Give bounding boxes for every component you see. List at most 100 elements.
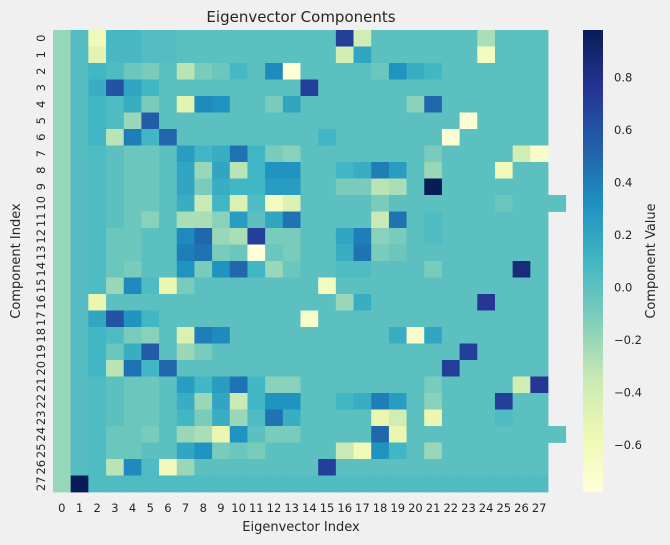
heatmap-cell-r15-c21	[424, 277, 443, 295]
heatmap-cell-r7-c24	[477, 145, 496, 163]
heatmap-cell-r11-c4	[123, 211, 142, 229]
heatmap-cell-r23-c21	[424, 409, 443, 427]
heatmap-cell-r13-c21	[424, 244, 443, 262]
heatmap-cell-r1-c3	[106, 46, 125, 64]
heatmap-cell-r18-c5	[141, 327, 160, 344]
heatmap-cell-r6-c27	[530, 129, 549, 146]
heatmap-cell-r7-c21	[424, 145, 443, 163]
heatmap-cell-r8-c11	[247, 162, 266, 179]
heatmap-cell-r21-c19	[388, 376, 407, 394]
heatmap-cell-r18-c2	[88, 327, 107, 344]
heatmap-cell-r11-c24	[477, 211, 496, 229]
heatmap-cell-r24-c13	[282, 426, 301, 443]
heatmap-cell-r15-c15	[318, 277, 337, 295]
heatmap-cell-r0-c12	[265, 30, 284, 47]
y-tick-label: 17	[34, 311, 48, 326]
heatmap-cell-r11-c26	[512, 211, 531, 229]
heatmap-cell-r7-c0	[53, 145, 72, 163]
heatmap-cell-r1-c16	[335, 46, 354, 64]
heatmap-cell-r16-c12	[265, 294, 284, 311]
heatmap-cell-r11-c19	[388, 211, 407, 229]
heatmap-cell-r24-c25	[494, 426, 514, 443]
heatmap-cell-r26-c20	[406, 459, 425, 476]
heatmap-cell-r1-c6	[159, 46, 178, 64]
heatmap-cell-r21-c26	[512, 376, 531, 394]
heatmap-cell-r0-c2	[88, 30, 107, 47]
heatmap-cell-r24-c20	[406, 426, 425, 443]
heatmap-cell-r9-c25	[494, 178, 514, 196]
heatmap-cell-r12-c19	[388, 228, 407, 245]
heatmap-cell-r6-c22	[441, 129, 461, 146]
heatmap-cell-r14-c15	[318, 261, 337, 278]
heatmap-cell-r20-c11	[247, 360, 266, 377]
heatmap-cell-r5-c6	[159, 112, 178, 130]
heatmap-cell-r6-c23	[459, 129, 478, 146]
heatmap-cell-r4-c10	[229, 96, 248, 113]
heatmap-cell-r5-c21	[424, 112, 443, 130]
heatmap-cell-r16-c10	[229, 294, 248, 311]
heatmap-cell-r7-c9	[212, 145, 231, 163]
heatmap-cell-r19-c4	[123, 343, 142, 361]
heatmap-cell-r0-c5	[141, 30, 160, 47]
heatmap-cell-r10-c19	[388, 195, 407, 212]
heatmap-cell-r17-c1	[70, 310, 89, 328]
heatmap-cell-r12-c1	[70, 228, 89, 245]
heatmap-cell-r19-c7	[176, 343, 195, 361]
heatmap-cell-r3-c1	[70, 79, 89, 97]
heatmap-cell-r26-c5	[141, 459, 160, 476]
heatmap-cell-r23-c0	[53, 409, 72, 427]
heatmap-cell-r4-c18	[371, 96, 390, 113]
heatmap-cell-r27-c4	[123, 475, 142, 493]
heatmap-cell-r7-c16	[335, 145, 354, 163]
heatmap-cell-r21-c4	[123, 376, 142, 394]
heatmap-cell-r17-c11	[247, 310, 266, 328]
heatmap-cell-r27-c20	[406, 475, 425, 493]
heatmap-cell-r24-c21	[424, 426, 443, 443]
heatmap-cell-r4-c0	[53, 96, 72, 113]
heatmap-cell-r5-c4	[123, 112, 142, 130]
heatmap-cell-r17-c9	[212, 310, 231, 328]
heatmap-cell-r27-c23	[459, 475, 478, 493]
heatmap-cell-r7-c27	[530, 145, 549, 163]
heatmap-cell-r22-c17	[353, 393, 372, 410]
heatmap-cell-r16-c9	[212, 294, 231, 311]
heatmap-cell-r1-c25	[494, 46, 514, 64]
heatmap-cell-r16-c23	[459, 294, 478, 311]
heatmap-cell-r23-c15	[318, 409, 337, 427]
heatmap-cell-r24-c14	[300, 426, 319, 443]
x-tick-label: 2	[94, 501, 101, 515]
heatmap-cell-r6-c10	[229, 129, 248, 146]
heatmap-cell-r7-c8	[194, 145, 213, 163]
heatmap-cell-r26-c12	[265, 459, 284, 476]
colorbar-label: Component Value	[644, 203, 659, 318]
heatmap-cell-r7-c7	[176, 145, 195, 163]
heatmap-cell-r12-c7	[176, 228, 195, 245]
heatmap-cell-r18-c1	[70, 327, 89, 344]
heatmap-cell-r1-c0	[53, 46, 72, 64]
y-tick-label: 21	[34, 377, 48, 392]
heatmap-cell-r24-c12	[265, 426, 284, 443]
heatmap-cell-r3-c2	[88, 79, 107, 97]
heatmap-cell-r14-c8	[194, 261, 213, 278]
heatmap-cell-r21-c24	[477, 376, 496, 394]
heatmap-cell-r16-c25	[494, 294, 514, 311]
heatmap-cell-r17-c15	[318, 310, 337, 328]
heatmap-cell-r10-c14	[300, 195, 319, 212]
y-tick-label: 1	[34, 51, 48, 58]
heatmap-cell-r14-c27	[530, 261, 549, 278]
heatmap-cell-r27-c9	[212, 475, 231, 493]
heatmap-cell-r18-c8	[194, 327, 213, 344]
heatmap-cell-r10-c12	[265, 195, 284, 212]
heatmap-cell-r4-c21	[424, 96, 443, 113]
heatmap-cell-r10-c0	[53, 195, 72, 212]
heatmap-cell-r6-c18	[371, 129, 390, 146]
heatmap-cell-r20-c0	[53, 360, 72, 377]
heatmap-cell-r22-c8	[194, 393, 213, 410]
heatmap-cell-r19-c6	[159, 343, 178, 361]
heatmap-cells	[53, 30, 567, 493]
heatmap-cell-r12-c27	[530, 228, 549, 245]
heatmap-cell-r27-c15	[318, 475, 337, 493]
heatmap-cell-r7-c13	[282, 145, 301, 163]
heatmap-cell-r22-c24	[477, 393, 496, 410]
x-tick-label: 7	[182, 501, 189, 515]
